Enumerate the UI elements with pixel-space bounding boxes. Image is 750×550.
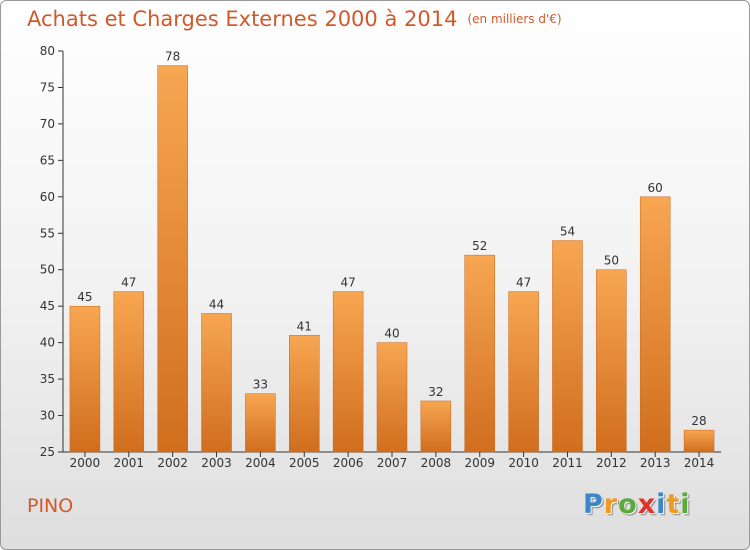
y-tick-label: 65 bbox=[40, 153, 55, 167]
y-tick-label: 80 bbox=[40, 44, 55, 58]
bar bbox=[639, 196, 671, 453]
x-tick-label: 2012 bbox=[596, 456, 627, 470]
x-tick-label: 2009 bbox=[464, 456, 495, 470]
x-tick-label: 2014 bbox=[684, 456, 715, 470]
x-tick-label: 2008 bbox=[421, 456, 452, 470]
data-label: 28 bbox=[691, 414, 706, 428]
x-tick-label: 2001 bbox=[114, 456, 145, 470]
data-label: 40 bbox=[384, 327, 399, 341]
y-tick-label: 55 bbox=[40, 226, 55, 240]
chart-title-text: Achats et Charges Externes 2000 à 2014 bbox=[27, 7, 458, 31]
x-tick-label: 2003 bbox=[201, 456, 232, 470]
x-tick-label: 2006 bbox=[333, 456, 364, 470]
y-tick-label: 60 bbox=[40, 190, 55, 204]
bar bbox=[683, 429, 715, 453]
x-tick-label: 2010 bbox=[508, 456, 539, 470]
data-label: 47 bbox=[121, 276, 136, 290]
bar bbox=[157, 65, 188, 453]
bar bbox=[69, 305, 101, 453]
y-tick-label: 30 bbox=[40, 409, 55, 423]
proxiti-logo: Proxiti bbox=[583, 489, 691, 520]
city-name: PINO bbox=[27, 495, 74, 517]
data-label: 41 bbox=[297, 319, 312, 333]
bar bbox=[289, 335, 320, 453]
y-tick-label: 45 bbox=[40, 299, 55, 313]
logo-letter: i bbox=[680, 489, 691, 520]
bar bbox=[201, 313, 232, 453]
y-tick-label: 35 bbox=[40, 372, 55, 386]
data-label: 44 bbox=[209, 297, 224, 311]
y-tick-label: 25 bbox=[40, 445, 55, 459]
logo-letter: P bbox=[583, 489, 604, 520]
x-tick-label: 2000 bbox=[70, 456, 101, 470]
bar bbox=[508, 291, 539, 453]
bar bbox=[596, 269, 627, 453]
data-label: 47 bbox=[340, 276, 355, 290]
logo-letter: r bbox=[603, 489, 619, 520]
bar bbox=[464, 254, 495, 453]
logo-letter: o bbox=[618, 489, 638, 520]
bar bbox=[552, 240, 583, 453]
data-label: 78 bbox=[165, 50, 180, 64]
chart-subtitle: (en milliers d'€) bbox=[467, 12, 562, 26]
x-tick-label: 2011 bbox=[552, 456, 583, 470]
logo-letter: x bbox=[637, 489, 657, 520]
x-tick-label: 2007 bbox=[377, 456, 408, 470]
chart-title: Achats et Charges Externes 2000 à 2014 (e… bbox=[27, 7, 562, 31]
bar bbox=[113, 291, 145, 453]
y-tick-label: 40 bbox=[40, 336, 55, 350]
x-tick-label: 2013 bbox=[640, 456, 671, 470]
data-label: 54 bbox=[560, 225, 575, 239]
data-label: 52 bbox=[472, 239, 487, 253]
x-tick-label: 2005 bbox=[289, 456, 320, 470]
bar bbox=[420, 400, 452, 453]
bar bbox=[245, 393, 276, 453]
y-tick-label: 75 bbox=[40, 80, 55, 94]
data-label: 50 bbox=[604, 254, 619, 268]
y-tick-label: 70 bbox=[40, 117, 55, 131]
logo-letter: t bbox=[666, 489, 681, 520]
bar bbox=[376, 342, 408, 453]
data-label: 45 bbox=[77, 290, 92, 304]
bar bbox=[332, 291, 364, 453]
x-tick-label: 2004 bbox=[245, 456, 276, 470]
data-label: 33 bbox=[253, 378, 268, 392]
logo-letter: i bbox=[656, 489, 667, 520]
x-tick-label: 2002 bbox=[157, 456, 188, 470]
y-tick-label: 50 bbox=[40, 263, 55, 277]
data-label: 32 bbox=[428, 385, 443, 399]
data-label: 47 bbox=[516, 276, 531, 290]
data-label: 60 bbox=[648, 181, 663, 195]
